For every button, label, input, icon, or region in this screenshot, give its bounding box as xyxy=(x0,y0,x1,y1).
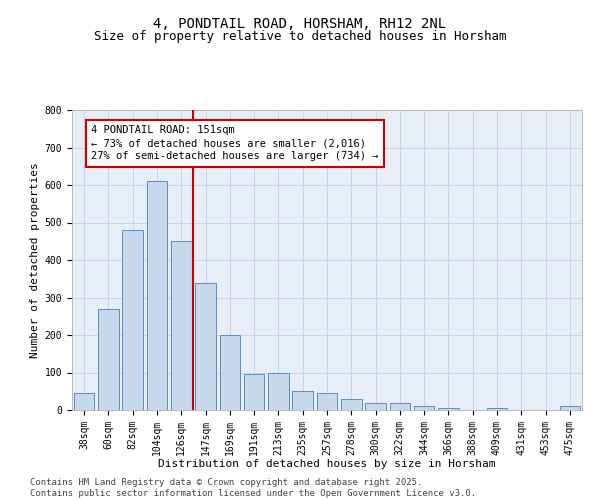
Bar xyxy=(268,372,289,410)
Bar xyxy=(317,393,337,410)
Bar xyxy=(244,374,265,410)
Bar xyxy=(195,282,216,410)
Bar xyxy=(146,181,167,410)
Y-axis label: Number of detached properties: Number of detached properties xyxy=(31,162,40,358)
Bar xyxy=(74,393,94,410)
Text: Contains HM Land Registry data © Crown copyright and database right 2025.
Contai: Contains HM Land Registry data © Crown c… xyxy=(30,478,476,498)
Bar xyxy=(122,230,143,410)
Bar xyxy=(220,335,240,410)
Text: 4 PONDTAIL ROAD: 151sqm
← 73% of detached houses are smaller (2,016)
27% of semi: 4 PONDTAIL ROAD: 151sqm ← 73% of detache… xyxy=(91,125,379,162)
Text: 4, PONDTAIL ROAD, HORSHAM, RH12 2NL: 4, PONDTAIL ROAD, HORSHAM, RH12 2NL xyxy=(154,18,446,32)
Bar xyxy=(98,308,119,410)
Bar xyxy=(365,402,386,410)
Bar xyxy=(560,406,580,410)
Bar xyxy=(414,406,434,410)
X-axis label: Distribution of detached houses by size in Horsham: Distribution of detached houses by size … xyxy=(158,459,496,469)
Bar xyxy=(487,408,508,410)
Bar xyxy=(341,399,362,410)
Bar xyxy=(438,408,459,410)
Bar xyxy=(389,402,410,410)
Bar xyxy=(171,242,191,410)
Bar xyxy=(292,391,313,410)
Text: Size of property relative to detached houses in Horsham: Size of property relative to detached ho… xyxy=(94,30,506,43)
